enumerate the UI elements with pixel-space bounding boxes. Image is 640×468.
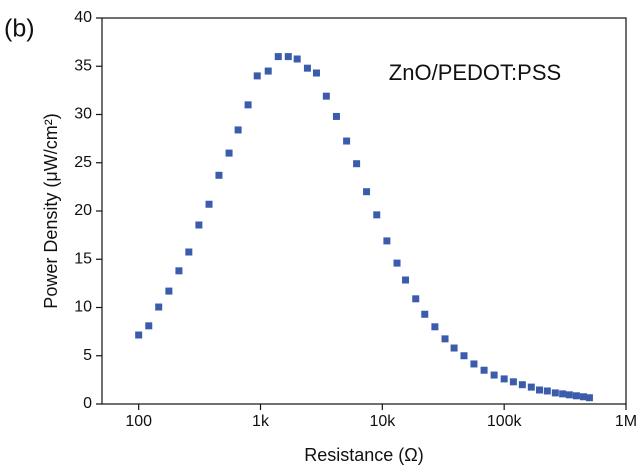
marker xyxy=(580,393,588,401)
y-axis-title: Power Density (μW/cm²) xyxy=(41,113,61,308)
marker xyxy=(543,387,551,395)
x-tick-label: 100k xyxy=(487,413,523,430)
marker xyxy=(353,160,361,168)
marker xyxy=(284,53,292,61)
x-tick-label: 1M xyxy=(615,413,637,430)
marker xyxy=(135,331,143,339)
marker xyxy=(551,389,559,397)
marker xyxy=(518,381,526,389)
marker xyxy=(205,200,213,208)
marker xyxy=(343,137,351,145)
marker xyxy=(421,310,429,318)
marker xyxy=(412,295,420,303)
y-tick-label: 35 xyxy=(74,57,92,74)
y-tick-label: 40 xyxy=(74,9,92,26)
marker xyxy=(225,149,233,157)
marker xyxy=(215,171,223,179)
y-tick-label: 15 xyxy=(74,250,92,267)
x-tick-label: 1k xyxy=(252,413,270,430)
marker xyxy=(383,237,391,245)
marker xyxy=(565,391,573,399)
marker xyxy=(244,101,252,109)
marker xyxy=(402,276,410,284)
y-tick-label: 20 xyxy=(74,202,92,219)
marker xyxy=(165,287,173,295)
marker xyxy=(155,303,163,311)
marker xyxy=(175,267,183,275)
x-tick-label: 10k xyxy=(369,413,396,430)
marker xyxy=(431,323,439,331)
marker xyxy=(185,248,193,256)
y-tick-label: 10 xyxy=(74,299,92,316)
marker xyxy=(509,378,517,386)
y-tick-label: 5 xyxy=(83,347,92,364)
panel-label: (b) xyxy=(4,15,35,43)
marker xyxy=(312,69,320,77)
marker xyxy=(274,53,282,61)
marker xyxy=(393,259,401,267)
y-tick-label: 0 xyxy=(83,395,92,412)
marker xyxy=(264,67,272,75)
marker xyxy=(234,126,242,134)
marker xyxy=(536,386,544,394)
marker xyxy=(373,211,381,219)
x-tick-label: 100 xyxy=(125,413,152,430)
marker xyxy=(195,221,203,229)
marker xyxy=(253,72,261,80)
marker xyxy=(572,392,580,400)
marker xyxy=(585,394,593,402)
y-tick-label: 30 xyxy=(74,106,92,123)
marker xyxy=(559,390,567,398)
marker xyxy=(145,322,153,330)
marker xyxy=(293,55,301,63)
marker xyxy=(527,383,535,391)
marker xyxy=(470,360,478,368)
annotation: ZnO/PEDOT:PSS xyxy=(389,60,561,85)
marker xyxy=(460,352,468,360)
marker xyxy=(303,64,311,72)
marker xyxy=(500,375,508,383)
y-tick-label: 25 xyxy=(74,154,92,171)
x-axis-title: Resistance (Ω) xyxy=(304,445,424,465)
marker xyxy=(363,188,371,196)
marker xyxy=(441,335,449,343)
marker xyxy=(450,344,458,352)
marker xyxy=(480,366,488,374)
marker xyxy=(490,371,498,379)
marker xyxy=(332,112,340,120)
marker xyxy=(322,92,330,100)
